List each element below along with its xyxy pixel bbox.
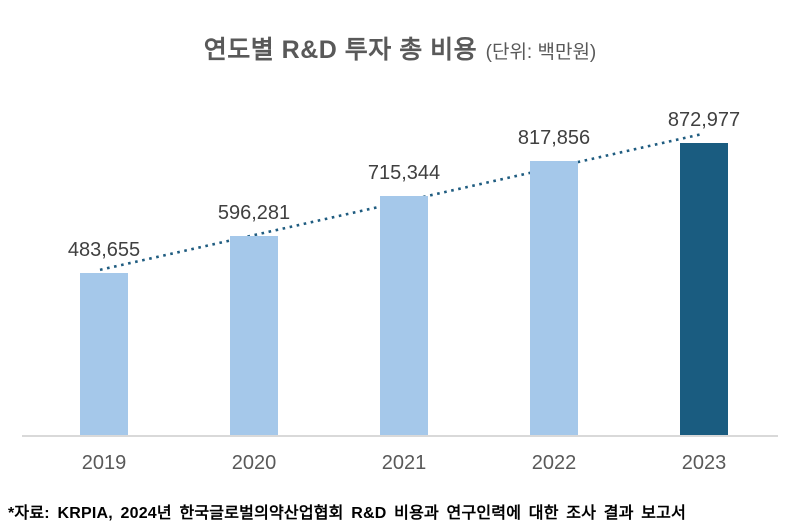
value-label-2019: 483,655 [67, 239, 141, 261]
source-note: *자료: KRPIA, 2024년 한국글로벌의약산업협회 R&D 비용과 연구… [8, 505, 687, 522]
x-axis-line [22, 435, 778, 437]
bar-2022 [530, 161, 578, 436]
bar-2020 [230, 236, 278, 436]
bar-2021 [380, 196, 428, 436]
category-label-2021: 2021 [381, 452, 427, 474]
value-label-2022: 817,856 [517, 127, 591, 149]
chart-title-text: 연도별 R&D 투자 총 비용 [203, 36, 478, 64]
category-label-2020: 2020 [231, 452, 277, 474]
bar-2023 [680, 143, 728, 436]
value-label-2020: 596,281 [217, 202, 291, 224]
chart-title: 연도별 R&D 투자 총 비용 (단위: 백만원) [0, 30, 800, 66]
category-label-2022: 2022 [531, 452, 577, 474]
bar-2019 [80, 273, 128, 436]
value-label-2021: 715,344 [367, 162, 441, 184]
category-label-2019: 2019 [81, 452, 127, 474]
value-label-2023: 872,977 [667, 109, 741, 131]
chart-title-unit: (단위: 백만원) [485, 42, 597, 63]
category-label-2023: 2023 [681, 452, 727, 474]
